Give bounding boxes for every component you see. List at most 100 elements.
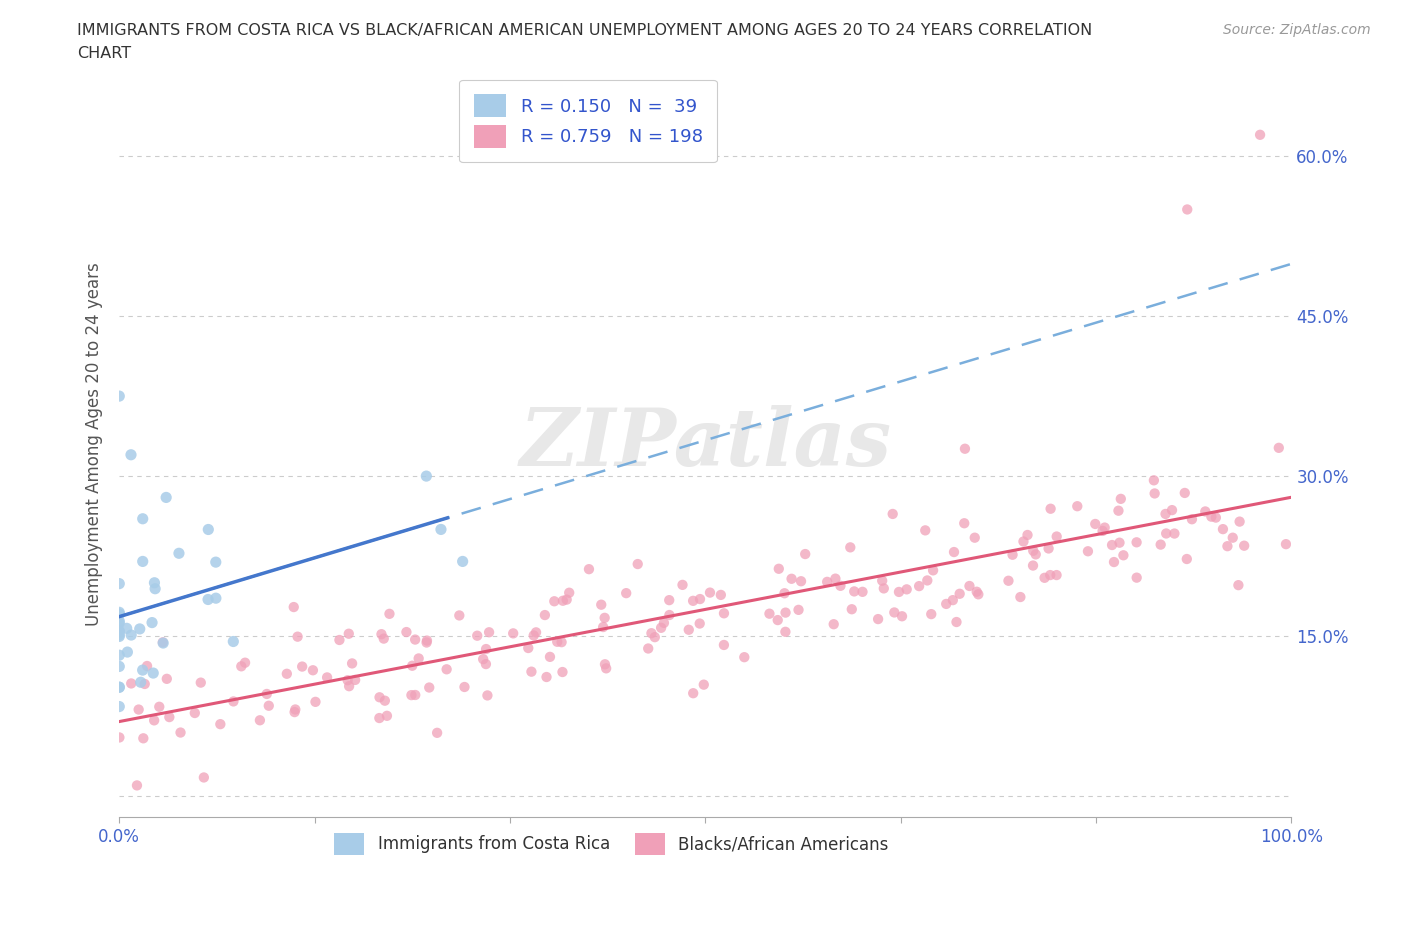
Point [1216,538,1239,553]
Point [120,447,142,462]
Text: CHART: CHART [77,46,131,61]
Point [959,578,981,593]
Point [766,613,789,628]
Point [256,686,278,701]
Point [143,576,166,591]
Point [209,717,232,732]
Point [917,573,939,588]
Point [953,516,976,531]
Point [395,625,418,640]
Point [678,622,700,637]
Point [129,675,152,690]
Point [304,695,326,710]
Point [222,694,245,709]
Point [132,554,155,569]
Point [1017,527,1039,542]
Point [713,638,735,653]
Point [134,676,156,691]
Point [478,625,501,640]
Point [204,554,226,569]
Point [1039,567,1062,582]
Point [534,607,557,622]
Point [1066,498,1088,513]
Point [794,547,817,562]
Point [966,584,988,599]
Point [949,586,972,601]
Point [156,671,179,686]
Point [155,490,177,505]
Point [1112,548,1135,563]
Point [593,610,616,625]
Point [914,523,936,538]
Point [920,606,942,621]
Point [1010,590,1032,604]
Point [614,586,637,601]
Point [1001,547,1024,562]
Point [378,606,401,621]
Point [136,658,159,673]
Point [108,606,131,621]
Point [1229,514,1251,529]
Point [430,522,453,537]
Point [1025,547,1047,562]
Point [578,562,600,577]
Point [1154,526,1177,541]
Point [710,588,733,603]
Point [758,606,780,621]
Point [1174,485,1197,500]
Point [775,605,797,620]
Point [108,614,131,629]
Point [120,628,142,643]
Point [1268,441,1291,456]
Point [733,650,755,665]
Point [108,699,131,714]
Point [328,632,350,647]
Point [368,690,391,705]
Point [1022,543,1045,558]
Point [142,666,165,681]
Point [1161,503,1184,518]
Point [1181,512,1204,526]
Point [658,592,681,607]
Point [477,688,499,703]
Point [231,658,253,673]
Point [780,571,803,586]
Point [108,628,131,643]
Point [550,635,572,650]
Point [1227,578,1250,592]
Point [963,530,986,545]
Point [1101,538,1123,552]
Point [108,648,131,663]
Point [1212,522,1234,537]
Point [284,705,307,720]
Point [775,624,797,639]
Point [841,602,863,617]
Point [644,630,666,644]
Point [108,604,131,619]
Point [337,626,360,641]
Point [1154,507,1177,522]
Point [132,731,155,746]
Point [120,676,142,691]
Point [1109,491,1132,506]
Point [502,626,524,641]
Point [249,712,271,727]
Point [592,619,614,634]
Point [693,677,716,692]
Point [1125,535,1147,550]
Y-axis label: Unemployment Among Ages 20 to 24 years: Unemployment Among Ages 20 to 24 years [86,262,103,626]
Point [593,657,616,671]
Point [943,545,966,560]
Point [773,586,796,601]
Point [336,672,359,687]
Point [184,706,207,721]
Point [824,571,846,586]
Point [637,641,659,656]
Point [1201,510,1223,525]
Point [1275,537,1298,551]
Point [128,621,150,636]
Text: ZIPatlas: ZIPatlas [519,405,891,483]
Point [374,693,396,708]
Point [1102,554,1125,569]
Point [108,730,131,745]
